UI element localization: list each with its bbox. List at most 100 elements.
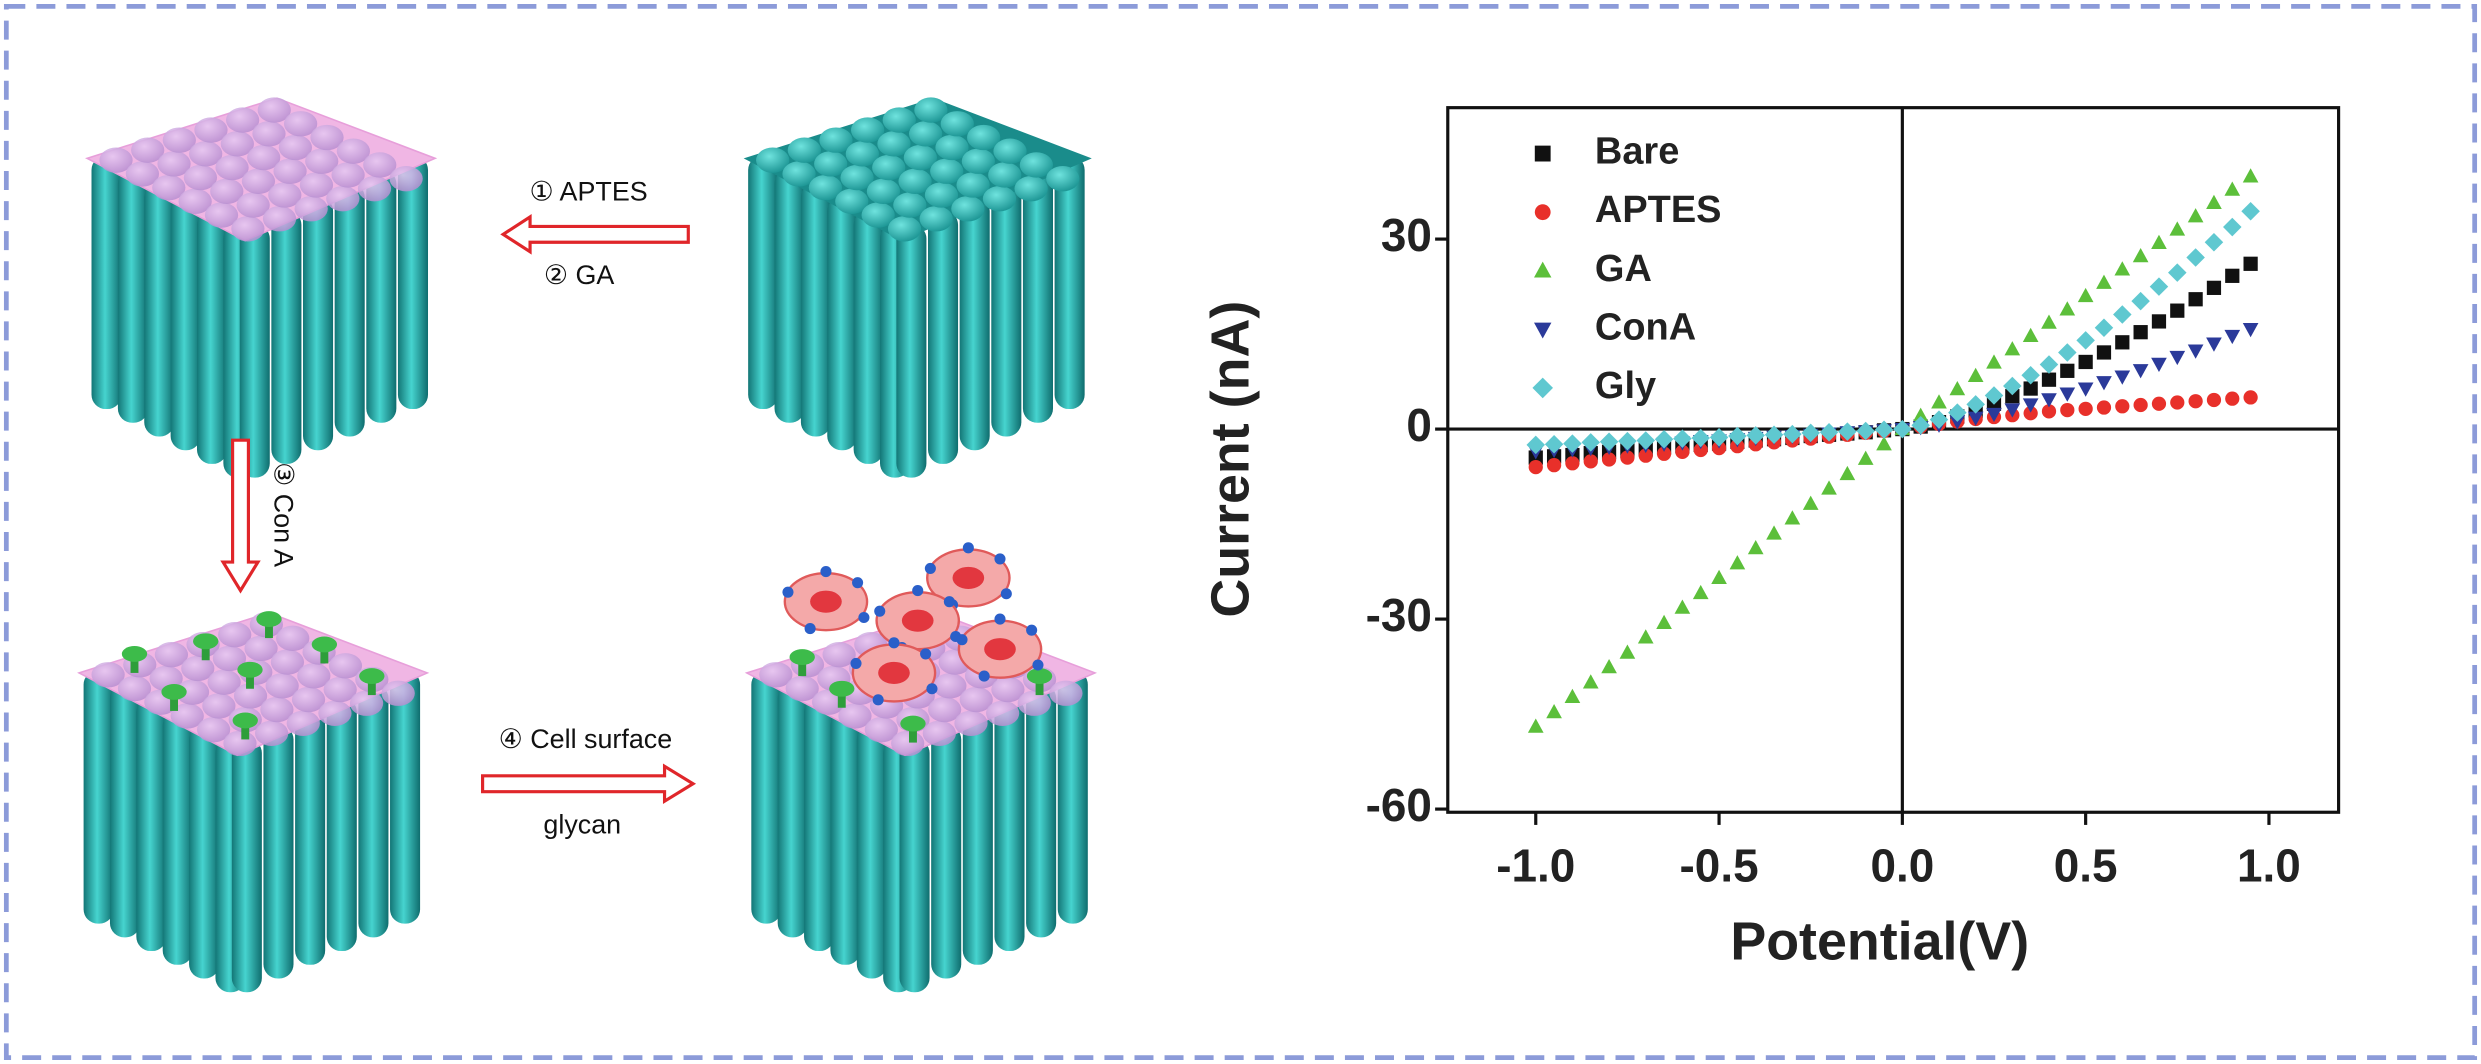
marker	[1527, 718, 1544, 733]
cylinder-top	[882, 107, 916, 133]
surface-bump	[175, 679, 210, 705]
glycan-dot	[888, 637, 900, 649]
glycan-dot	[920, 648, 932, 660]
marker	[1564, 688, 1581, 704]
cylinder-top	[1046, 165, 1080, 192]
marker	[2004, 341, 2021, 356]
surface-bump	[318, 700, 352, 726]
cylinder-top	[919, 206, 953, 232]
surface-bump	[933, 673, 967, 699]
surface-bump	[99, 147, 133, 173]
cona-cap	[237, 661, 263, 678]
cylinder-top	[1014, 176, 1048, 202]
cona-cap	[311, 636, 338, 653]
marker	[1654, 429, 1674, 449]
surface-bump	[194, 117, 228, 143]
surface-bump	[262, 206, 297, 232]
marker	[2223, 217, 2242, 237]
surface-bump	[928, 696, 962, 723]
cylinder-top	[782, 161, 816, 187]
cylinder-top	[898, 168, 932, 194]
nanochannel-block	[743, 97, 1092, 478]
surface-bump	[196, 716, 231, 743]
surface-bump	[276, 625, 310, 652]
arrow-right	[481, 763, 697, 804]
cylinder	[856, 725, 887, 979]
cona-stem	[246, 669, 254, 689]
legend-label: APTES	[1595, 189, 1722, 231]
cylinder	[994, 697, 1025, 952]
legend-marker	[1534, 204, 1551, 221]
marker	[2023, 406, 2038, 421]
marker	[1967, 367, 1984, 382]
plot-frame	[1446, 106, 2341, 814]
cylinder-top	[887, 216, 922, 242]
marker	[2169, 350, 2186, 366]
surface-bump	[305, 148, 339, 174]
marker	[1526, 435, 1546, 455]
cona-stem	[170, 691, 179, 711]
cylinder-top	[866, 178, 901, 204]
glycan-dot	[804, 623, 816, 635]
cylinder	[804, 697, 835, 952]
marker	[2168, 263, 2187, 282]
marker	[2022, 398, 2039, 413]
cylinder	[777, 684, 808, 938]
step-label: ③ Con A	[269, 462, 299, 567]
surface-bump	[838, 703, 872, 729]
legend-marker	[1534, 322, 1552, 339]
marker	[1675, 444, 1690, 460]
cylinder	[170, 196, 201, 451]
marker	[2132, 364, 2149, 379]
cell-nucleus	[901, 609, 934, 632]
cylinder-top	[914, 97, 948, 123]
cylinder-top	[924, 182, 959, 208]
cona-cap	[1026, 668, 1053, 684]
surface-bump	[357, 176, 392, 202]
marker	[2187, 208, 2204, 223]
glycan-dot	[926, 683, 938, 695]
arrows	[220, 214, 697, 804]
marker	[1636, 431, 1655, 450]
surface-bump	[265, 673, 299, 699]
surface-bump	[226, 107, 260, 133]
surface-bump	[91, 662, 125, 688]
cona-cap	[900, 715, 926, 732]
marker	[1620, 450, 1635, 465]
marker	[1949, 380, 1966, 396]
marker	[1911, 416, 1930, 435]
marker	[2041, 314, 2057, 329]
marker	[2094, 318, 2114, 338]
marker	[1709, 428, 1729, 447]
cona-cap	[232, 712, 258, 729]
cylinder-top	[940, 111, 974, 137]
cona-cap	[359, 668, 385, 684]
surface-bump	[268, 182, 302, 208]
surface-bump	[210, 178, 244, 204]
legend-marker	[1532, 377, 1553, 399]
cona-stem	[241, 720, 250, 740]
surface-bump	[291, 686, 326, 713]
marker	[1656, 446, 1672, 461]
cylinder	[358, 684, 389, 938]
legend-marker	[1534, 261, 1552, 278]
surface-bump	[294, 196, 328, 222]
surface-bump	[299, 172, 334, 198]
marker	[1693, 442, 1708, 458]
marker	[2059, 387, 2076, 402]
cylinder-top	[982, 186, 1017, 212]
marker	[2151, 314, 2167, 329]
cylinder	[853, 210, 884, 464]
glycan-dot	[943, 596, 955, 608]
marker	[1929, 410, 1949, 429]
y-tick-label: 0	[1406, 399, 1432, 451]
surface-bump	[1017, 690, 1051, 716]
cylinder-top	[993, 138, 1027, 164]
arrow-left	[500, 214, 690, 255]
marker	[2114, 261, 2131, 276]
surface-bump	[864, 716, 898, 743]
cylinder	[390, 670, 421, 924]
cylinder	[899, 738, 930, 993]
cylinder	[91, 155, 122, 410]
